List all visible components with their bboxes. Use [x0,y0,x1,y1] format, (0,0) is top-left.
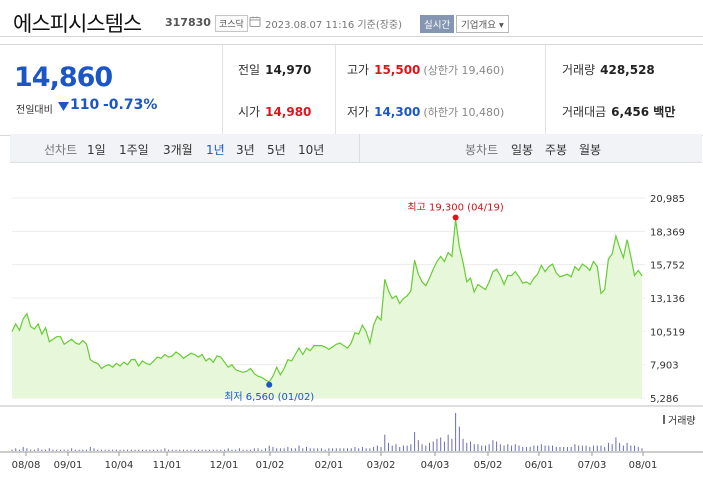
x-tick-label: 04/03 [421,460,450,471]
company-info-button[interactable]: 기업개요 ▾ [456,15,509,33]
realtime-button[interactable]: 실시간 [420,15,455,33]
x-tick-label: 11/01 [153,460,182,471]
high-annotation: 최고 19,300 (04/19) [407,201,503,213]
volume-label: 거래량 [668,415,696,427]
period-tab-1d[interactable]: 1일 [87,143,106,157]
divider [545,45,546,135]
stat-label: 거래대금 [562,105,607,119]
y-tick-label: 18,369 [650,227,685,238]
volume-bars: 거래량 [11,413,696,451]
x-tick-label: 02/01 [315,460,344,471]
down-triangle-icon [58,102,69,111]
y-tick-label: 20,985 [650,194,685,205]
candle-tab-monthly[interactable]: 월봉 [579,143,602,157]
price-line [11,219,643,383]
stat-prev-close: 전일 14,970 [238,61,311,78]
x-tick-label: 10/04 [105,460,134,471]
low-annotation: 최저 6,560 (01/02) [224,391,314,403]
chart-tabbar: 선차트 1일 1주일 3개월 1년 3년 5년 10년 봉차트 일봉 주봉 월봉 [10,134,702,163]
y-tick-label: 10,519 [650,327,685,338]
tab-divider [359,134,360,162]
period-tab-10y[interactable]: 10년 [298,143,325,157]
period-tab-1w[interactable]: 1주일 [119,143,149,157]
x-tick-label: 06/01 [525,460,554,471]
low-marker [266,381,273,388]
stat-label: 시가 [238,105,261,119]
stat-label: 전일 [238,63,261,77]
stat-extra: (상한가 19,460) [423,64,505,77]
y-tick-label: 7,903 [650,361,679,372]
line-chart-label: 선차트 [44,143,78,157]
candle-tab-weekly[interactable]: 주봉 [545,143,568,157]
price-box: 14,860 전일대비 110 -0.73% [0,45,223,135]
change-amount: 110 [70,97,100,113]
stat-value: 14,300 [374,105,421,119]
stat-label: 고가 [347,63,370,77]
x-tick-label: 08/08 [12,460,41,471]
candle-chart-label: 봉차트 [465,143,499,157]
change-rate: -0.73% [103,97,158,113]
current-price: 14,860 [14,62,113,93]
stat-amount: 거래대금 6,456 백만 [562,103,675,120]
stock-name[interactable]: 에스피시스템스 [13,12,142,36]
stat-extra: (하한가 10,480) [423,106,505,119]
stat-value: 14,980 [265,105,312,119]
high-marker [452,214,459,221]
period-tab-1y[interactable]: 1년 [206,143,225,157]
chart-annotations: 최고 19,300 (04/19) 최저 6,560 (01/02) [224,201,504,402]
period-tab-3m[interactable]: 3개월 [163,143,193,157]
stat-volume: 거래량 428,528 [562,61,655,78]
divider [335,45,336,135]
y-tick-label: 5,286 [650,394,679,405]
stat-high: 고가 15,500 (상한가 19,460) [347,61,504,78]
volume-legend-icon [663,415,665,424]
stat-value: 6,456 백만 [611,105,676,119]
x-tick-label: 08/01 [629,460,658,471]
x-tick-label: 09/01 [54,460,83,471]
x-tick-label: 07/03 [578,460,607,471]
stat-value: 428,528 [600,63,655,77]
datetime: 2023.08.07 11:16 기준(장중) [265,20,403,31]
period-tab-5y[interactable]: 5년 [267,143,286,157]
stat-value: 14,970 [265,63,312,77]
stat-label: 거래량 [562,63,596,77]
x-axis: 08/08 09/01 10/04 11/01 12/01 01/02 02/01 03/02… [12,452,658,471]
stat-value: 15,500 [374,63,421,77]
market-badge: 코스닥 [215,15,248,32]
price-area [12,219,642,398]
x-tick-label: 05/02 [474,460,503,471]
x-tick-label: 03/02 [367,460,396,471]
x-tick-label: 12/01 [210,460,239,471]
clock-icon [249,16,261,27]
y-tick-label: 13,136 [650,294,685,305]
stock-header: 에스피시스템스 317830 코스닥 2023.08.07 11:16 기준(장… [0,0,703,37]
change-label: 전일대비 [16,105,53,116]
y-axis: 20,985 18,369 15,752 13,136 10,519 7,903 5,286 [650,194,685,405]
y-tick-label: 15,752 [650,261,685,272]
x-tick-label: 01/02 [256,460,285,471]
stat-label: 저가 [347,105,370,119]
price-summary: 14,860 전일대비 110 -0.73% 전일 14,970 고가 15,500… [0,44,703,136]
stat-low: 저가 14,300 (하한가 10,480) [347,103,504,120]
period-tab-3y[interactable]: 3년 [236,143,255,157]
stat-open: 시가 14,980 [238,103,311,120]
stock-code: 317830 [165,16,211,29]
candle-tab-daily[interactable]: 일봉 [511,143,534,157]
price-chart: 20,985 18,369 15,752 13,136 10,519 7,903 5,286… [0,194,703,471]
